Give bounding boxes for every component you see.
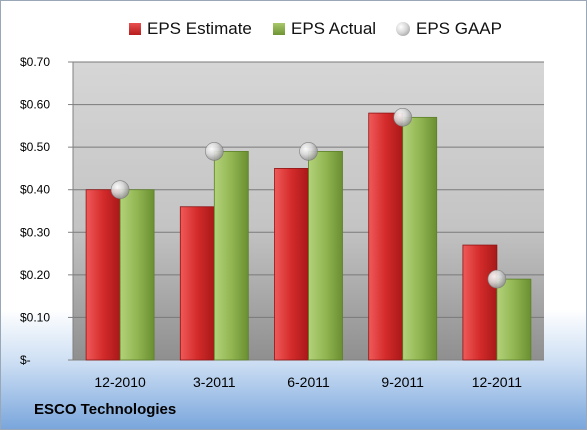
bar-eps-actual [496, 278, 532, 361]
legend-marker-eps-gaap [396, 22, 410, 36]
bar-eps-actual [119, 189, 155, 361]
legend: EPS Estimate EPS Actual EPS GAAP [0, 17, 587, 41]
legend-item-eps-estimate: EPS Estimate [129, 17, 252, 41]
legend-item-eps-gaap: EPS GAAP [396, 17, 502, 41]
y-tick-label: $- [20, 353, 31, 367]
legend-item-eps-actual: EPS Actual [273, 17, 376, 41]
x-tick-label: 9-2011 [381, 374, 424, 390]
legend-label-eps-gaap: EPS GAAP [416, 19, 502, 38]
bars [85, 112, 532, 361]
bar-eps-estimate [462, 244, 498, 361]
bar-eps-actual [402, 116, 438, 361]
x-tick-label: 6-2011 [287, 374, 330, 390]
x-tick-label: 12-2011 [472, 374, 523, 390]
bar-eps-estimate [85, 189, 121, 361]
bar-eps-estimate [274, 168, 309, 361]
gaap-markers [110, 108, 507, 289]
legend-label-eps-actual: EPS Actual [291, 19, 377, 38]
legend-swatch-eps-actual [273, 23, 285, 35]
y-tick-label: $0.70 [20, 55, 50, 69]
y-tick-label: $0.30 [20, 225, 50, 239]
y-axis-ticks: $- $0.10 $0.20 $0.30 $0.40 $0.50 $0.60 $0.70 [20, 55, 73, 367]
legend-swatch-eps-estimate [129, 23, 141, 35]
y-tick-label: $0.50 [20, 140, 50, 154]
y-tick-label: $0.10 [20, 310, 50, 324]
y-tick-label: $0.20 [20, 268, 50, 282]
y-tick-label: $0.60 [20, 98, 50, 112]
bar-eps-actual [308, 150, 343, 361]
bar-eps-estimate [179, 206, 215, 361]
marker-eps-gaap [299, 142, 318, 161]
marker-eps-gaap [205, 142, 224, 161]
marker-eps-gaap [393, 108, 413, 127]
y-tick-label: $0.40 [20, 183, 50, 197]
x-tick-label: 12-2010 [94, 374, 146, 390]
bar-eps-actual [213, 150, 249, 361]
x-axis-labels: 12-2010 3-2011 6-2011 9-2011 12-2011 [94, 374, 522, 390]
x-tick-label: 3-2011 [193, 374, 236, 390]
legend-label-eps-estimate: EPS Estimate [147, 19, 252, 38]
marker-eps-gaap [110, 180, 130, 200]
company-name: ESCO Technologies [34, 401, 177, 418]
marker-eps-gaap [487, 269, 507, 289]
bar-eps-estimate [368, 112, 404, 361]
